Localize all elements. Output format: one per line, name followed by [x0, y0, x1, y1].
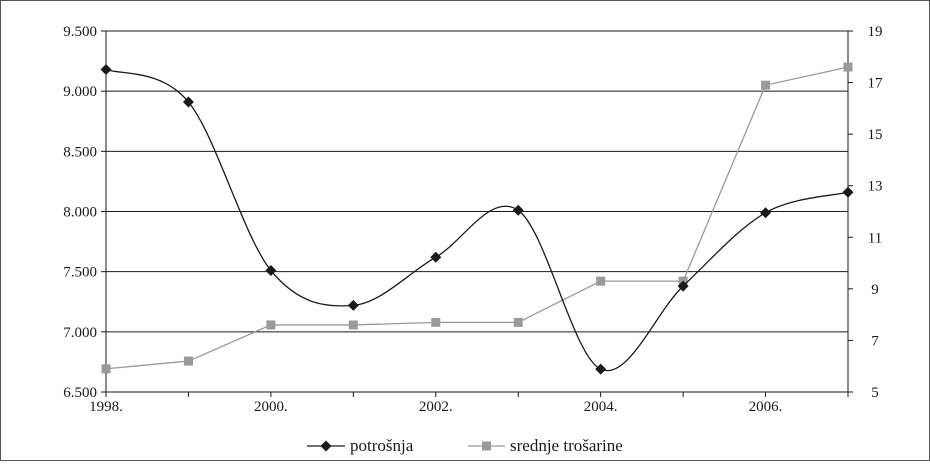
y-right-tick-label: 13	[868, 179, 883, 195]
data-point-potrosnja	[100, 64, 112, 76]
data-point-srednje-trosarine	[183, 356, 193, 366]
y-left-tick-label: 9.000	[63, 84, 97, 100]
legend-marker-srednje-trosarine	[482, 441, 491, 451]
data-point-srednje-trosarine	[761, 80, 771, 90]
data-point-potrosnja	[430, 251, 442, 263]
data-point-srednje-trosarine	[513, 317, 523, 327]
x-tick-label: 2004.	[584, 399, 618, 415]
legend-label-srednje-trosarine: srednje trošarine	[510, 436, 623, 455]
y-right-tick-label: 15	[868, 127, 883, 143]
data-point-srednje-trosarine	[101, 364, 111, 374]
x-tick-label: 1998.	[89, 399, 123, 415]
y-right-tick-label: 19	[868, 24, 883, 40]
y-left-tick-label: 7.000	[63, 325, 97, 341]
axes: 6.500 7.000 7.500 8.000 8.500 9.000 9.500 5 7 9 11…	[63, 24, 883, 415]
y-left-tick-label: 7.500	[63, 265, 97, 281]
legend: potrošnja srednje trošarine	[307, 436, 623, 455]
data-point-potrosnja	[265, 264, 277, 276]
data-point-potrosnja	[677, 280, 689, 292]
y-right-tick-label: 11	[868, 230, 882, 246]
data-point-srednje-trosarine	[596, 276, 606, 286]
series-line-srednje-trosarine	[105, 66, 849, 370]
x-tick-label: 2000.	[254, 399, 288, 415]
data-point-potrosnja	[347, 299, 359, 311]
x-tick-label: 2002.	[419, 399, 453, 415]
y-left-tick-label: 8.500	[63, 144, 97, 160]
series-layer	[100, 62, 854, 375]
data-point-potrosnja	[842, 186, 854, 198]
y-right-tick-label: 17	[868, 76, 884, 92]
data-point-srednje-trosarine	[843, 62, 853, 72]
data-point-srednje-trosarine	[348, 320, 358, 330]
data-point-potrosnja	[760, 207, 772, 219]
y-left-tick-label: 6.500	[63, 385, 97, 401]
y-right-tick-label: 5	[871, 385, 879, 401]
series-line-potrosnja	[105, 68, 849, 372]
x-tick-label: 2006.	[749, 399, 783, 415]
data-point-potrosnja	[595, 363, 607, 375]
y-right-tick-label: 9	[871, 282, 879, 298]
legend-marker-potrosnja	[320, 440, 332, 452]
y-left-tick-label: 9.500	[63, 24, 97, 40]
legend-label-potrosnja: potrošnja	[350, 436, 414, 455]
data-point-srednje-trosarine	[266, 320, 276, 330]
data-point-potrosnja	[512, 204, 524, 216]
data-point-potrosnja	[182, 96, 194, 108]
data-point-srednje-trosarine	[431, 317, 441, 327]
y-right-tick-label: 7	[871, 333, 879, 349]
y-left-tick-label: 8.000	[63, 205, 97, 221]
